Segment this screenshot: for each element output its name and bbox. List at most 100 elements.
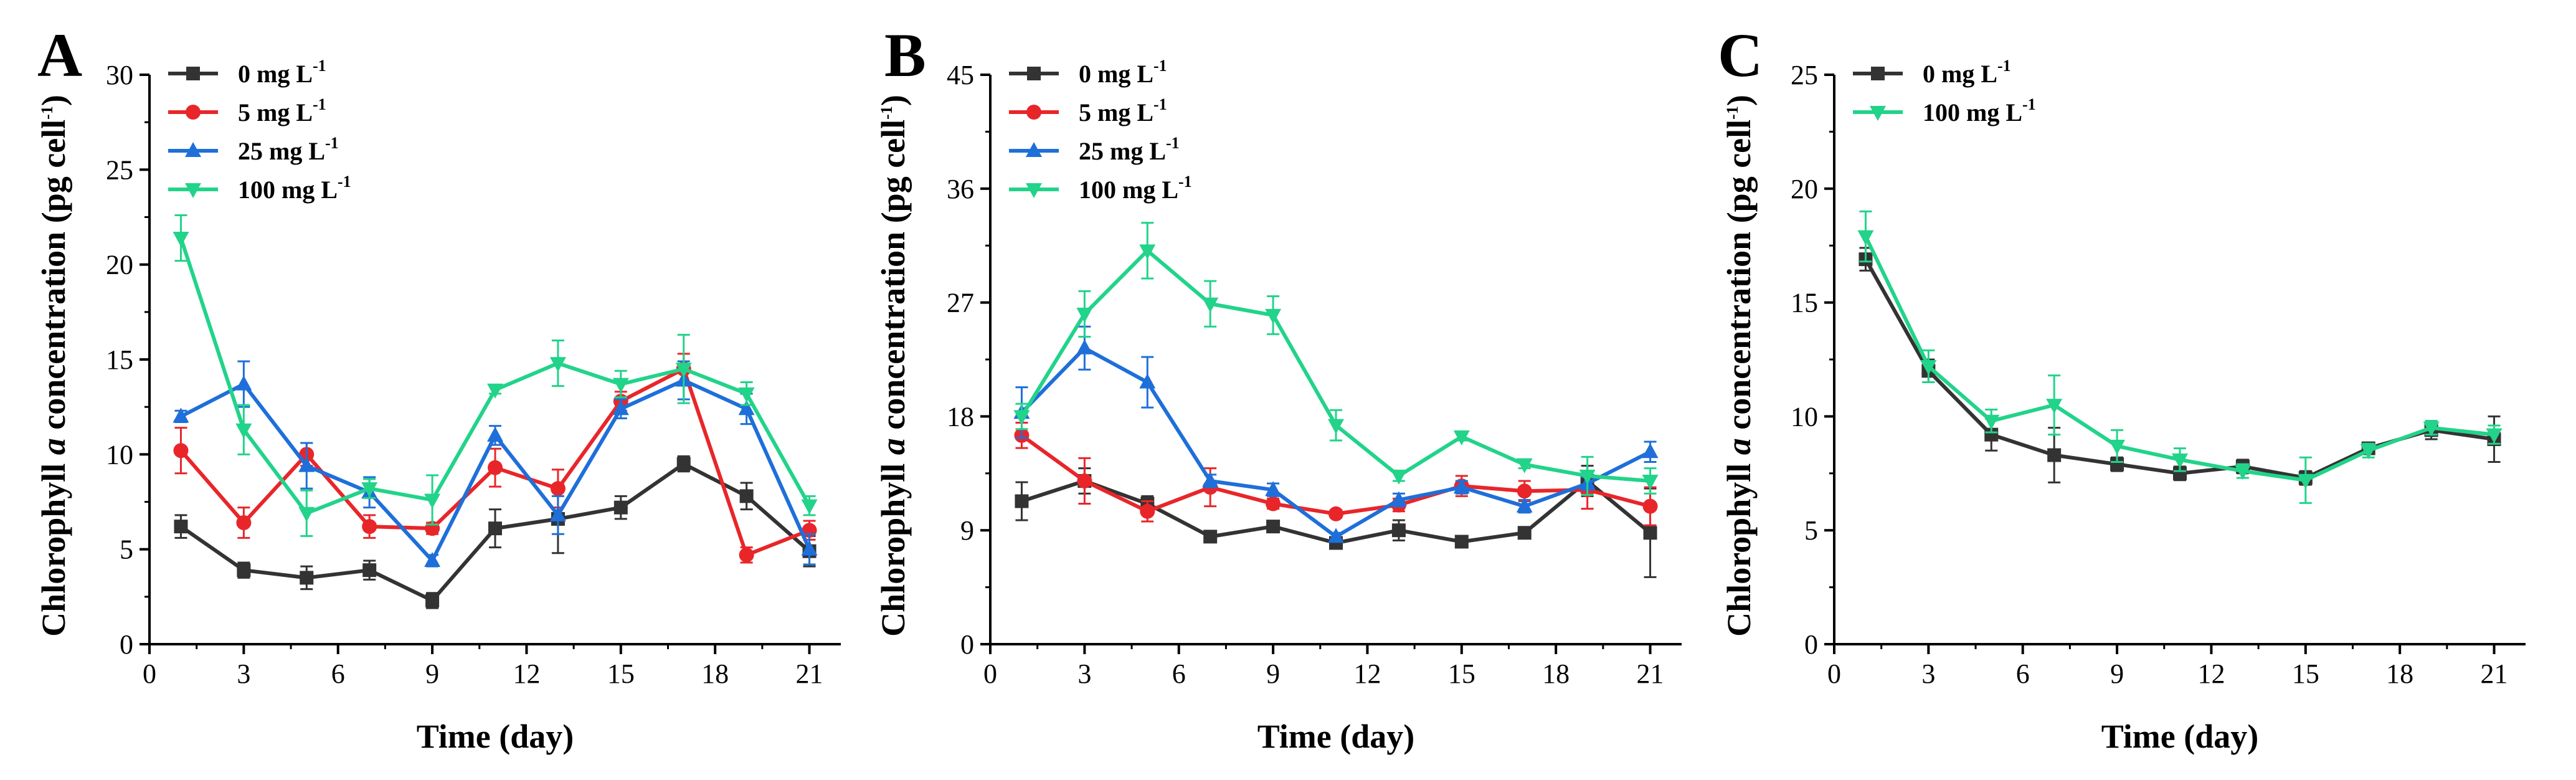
panel-a: 0 5 10 15 20 25 30 0 3 6 9 12 15 18 21 A Time (day) Chlor… <box>35 21 841 755</box>
panel-a-legend-label: 100 mg L-1 <box>238 173 351 204</box>
panel-a-legend-marker <box>186 105 201 120</box>
panel-a-legend-label: 5 mg L-1 <box>238 95 326 126</box>
legend-superscript: -1 <box>325 134 339 152</box>
y-title-part: concentration (pg cell <box>35 120 72 438</box>
panel-a-data-point <box>173 407 189 423</box>
panel-b-series-line <box>1020 434 1651 516</box>
panel-c-y-tick-label: 15 <box>1791 288 1818 318</box>
panel-c-data-point <box>2172 453 2188 468</box>
legend-text: 5 mg L <box>238 98 313 126</box>
panel-b-data-point <box>1328 528 1344 543</box>
panel-b-data-point <box>1517 526 1532 540</box>
panel-a-data-point <box>487 426 503 442</box>
panel-a-data-point <box>298 457 315 472</box>
panel-b-y-tick-label: 27 <box>947 288 974 318</box>
panel-c-data-point <box>2297 473 2314 489</box>
panel-a-data-point <box>550 481 566 497</box>
panel-a-x-tick-label: 15 <box>607 659 635 689</box>
panel-c-letter: C <box>1718 21 1763 90</box>
panel-b-x-tick-label: 15 <box>1448 659 1475 689</box>
panel-c-y-tick-label: 10 <box>1791 401 1818 432</box>
panel-b-y-tick-label: 36 <box>947 174 974 204</box>
panel-b-data-point <box>1643 526 1657 540</box>
panel-a-data-point <box>549 506 566 521</box>
panel-b-data-point <box>1328 419 1344 434</box>
panel-c-y-tick-label: 0 <box>1804 629 1818 660</box>
panel-a-y-tick-label: 0 <box>120 629 133 660</box>
y-title-part: Chlorophyll <box>874 455 912 637</box>
panel-a-data-point <box>424 551 441 567</box>
panel-b-legend-label: 5 mg L-1 <box>1079 95 1167 126</box>
panel-c-series-line <box>1863 258 2494 480</box>
panel-c-legend-marker <box>1870 106 1886 121</box>
panel-c-data-point <box>2173 466 2187 480</box>
panel-b-data-point <box>1642 498 1658 514</box>
panel-b-data-point <box>1015 494 1029 508</box>
panel-b-data-point <box>1516 497 1533 513</box>
panel-a-letter: A <box>37 21 82 90</box>
panel-a-data-point <box>235 423 252 439</box>
panel-a-legend-marker <box>185 183 201 198</box>
y-title-part: ) <box>874 95 912 106</box>
legend-superscript: -1 <box>1153 95 1167 113</box>
panel-a-legend-label: 0 mg L-1 <box>238 57 326 88</box>
panel-b-data-point <box>1579 469 1596 485</box>
panel-b-legend-marker <box>1026 183 1042 198</box>
panel-c-data-point <box>2109 439 2126 455</box>
panel-b-y-tick-label: 45 <box>947 60 974 90</box>
panel-b-x-tick-label: 9 <box>1266 659 1280 689</box>
panel-c-x-tick-label: 0 <box>1827 659 1841 689</box>
panel-a-legend-marker <box>186 67 200 80</box>
panel-b-data-point <box>1390 469 1407 485</box>
panel-c-data-point <box>1857 230 1874 245</box>
panel-a-y-tick-label: 30 <box>106 60 133 90</box>
panel-a-data-point <box>487 383 503 399</box>
panel-c-series-line <box>1863 235 2494 482</box>
panel-a-x-tick-label: 9 <box>425 659 439 689</box>
panel-c-data-point <box>1984 427 1999 442</box>
panel-c-legend-label: 100 mg L-1 <box>1923 95 2036 126</box>
panel-b-data-point <box>1453 478 1470 494</box>
panel-b-y-axis-title: Chlorophyll a concentration (pg cell-1) <box>874 95 912 637</box>
panel-b-data-point <box>1642 443 1659 459</box>
panel-a-y-axis-title: Chlorophyll a concentration (pg cell-1) <box>35 95 72 637</box>
panel-c-y-tick-label: 20 <box>1791 174 1818 204</box>
panel-a-legend-marker <box>185 142 201 157</box>
panel-c-legend-marker <box>1871 67 1885 80</box>
panel-b-data-point <box>1328 506 1343 521</box>
panel-b-x-axis-title: Time (day) <box>1257 718 1415 755</box>
panel-a-y-tick-label: 15 <box>106 345 133 375</box>
legend-text: 100 mg L <box>1923 98 2022 126</box>
y-title-part: Chlorophyll <box>1720 455 1758 637</box>
panel-a-data-point <box>739 489 754 503</box>
panel-c-x-tick-label: 12 <box>2197 659 2225 689</box>
panel-b-data-point <box>1013 410 1030 426</box>
panel-a-data-point <box>300 571 314 585</box>
y-title-part: concentration (pg cell <box>1720 120 1758 438</box>
panel-b-legend-label: 100 mg L-1 <box>1079 173 1192 204</box>
panel-b-data-point <box>1266 496 1281 511</box>
legend-text: 0 mg L <box>1079 60 1153 88</box>
panel-c-y-tick-label: 25 <box>1791 60 1818 90</box>
y-title-italic: a <box>874 438 912 455</box>
panel-a-data-point <box>488 460 503 475</box>
legend-superscript: -1 <box>313 57 326 75</box>
panel-a-data-point <box>362 563 377 578</box>
panel-a-data-point <box>173 443 189 459</box>
y-title-superscript: -1 <box>1723 106 1741 120</box>
panel-a-y-tick-label: 20 <box>106 250 133 280</box>
panel-b-data-point <box>1202 297 1219 313</box>
legend-text: 100 mg L <box>238 176 338 204</box>
panel-a-data-point <box>612 378 629 393</box>
panel-b-data-point <box>1516 458 1533 473</box>
legend-superscript: -1 <box>313 95 326 113</box>
panel-b-data-point <box>1077 473 1092 488</box>
panel-b-x-tick-label: 0 <box>983 659 997 689</box>
legend-superscript: -1 <box>2022 95 2036 113</box>
panel-a-legend-label: 25 mg L-1 <box>238 134 339 165</box>
y-title-part: Chlorophyll <box>35 455 72 637</box>
panel-a-data-point <box>173 232 189 247</box>
legend-superscript: -1 <box>1153 57 1167 75</box>
